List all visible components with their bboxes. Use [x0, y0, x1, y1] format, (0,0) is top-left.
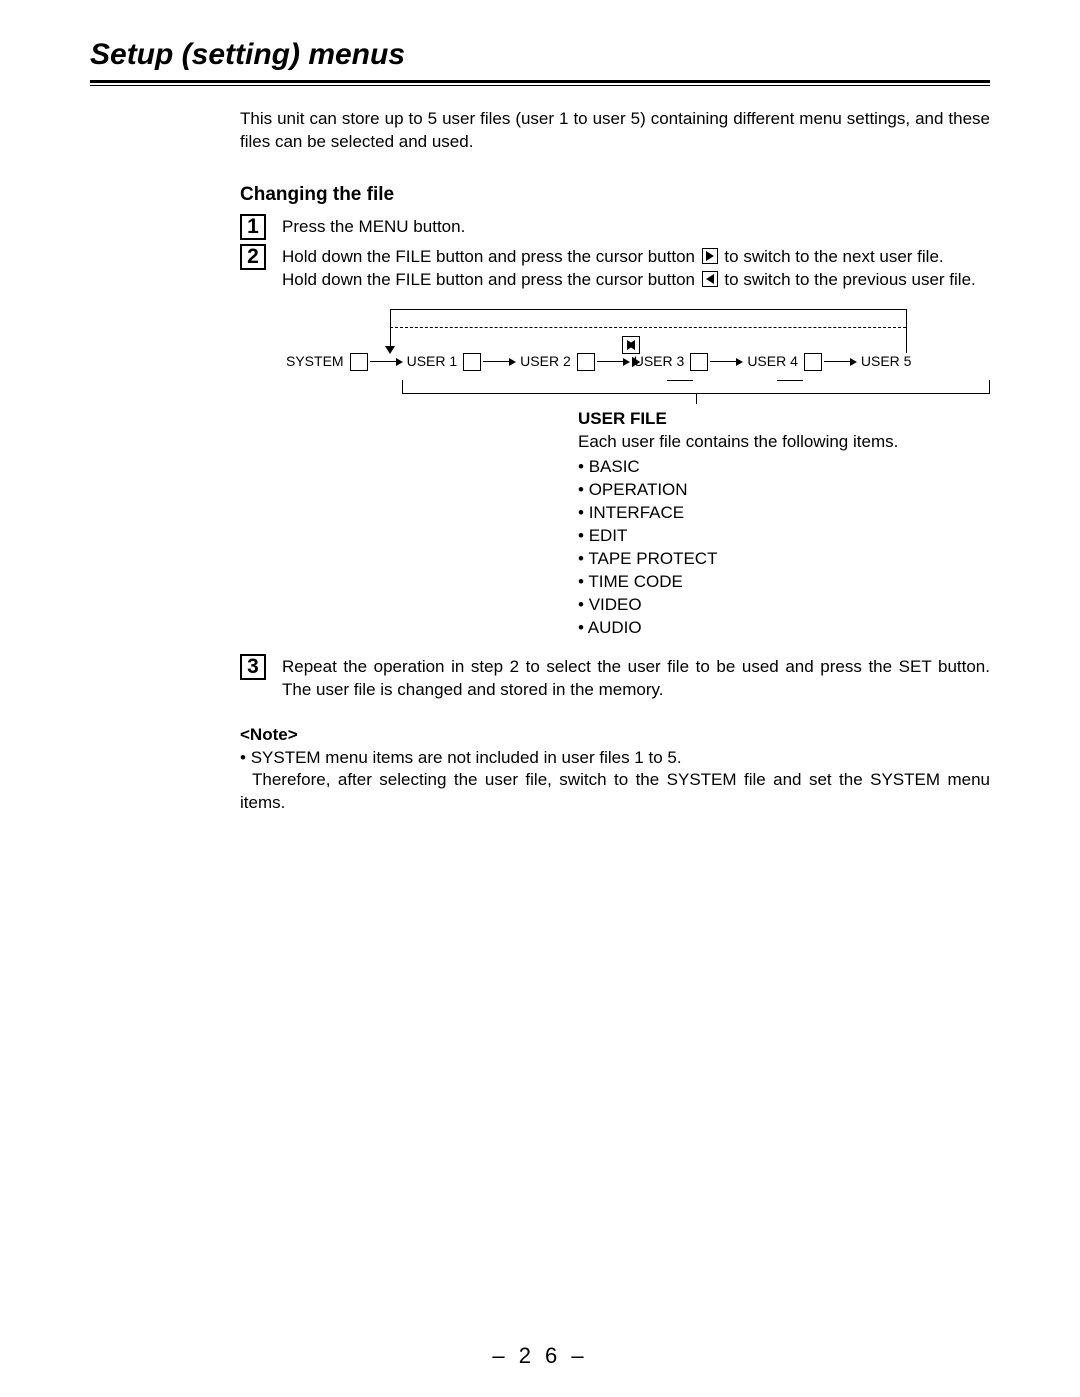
file-label-user3: USER 3 [634, 352, 685, 371]
rule-thick [90, 80, 990, 83]
item-basic: BASIC [578, 456, 990, 479]
step-number-2: 2 [240, 244, 266, 270]
step-3-text: Repeat the operation in step 2 to select… [282, 657, 990, 699]
arrow-icon [461, 352, 516, 371]
arrow-icon [802, 352, 857, 371]
user-file-title: USER FILE [578, 408, 990, 431]
step-2: 2 Hold down the FILE button and press th… [240, 246, 990, 292]
loop-left-vertical [390, 309, 391, 349]
note-heading: <Note> [240, 724, 990, 747]
step-1-text: Press the MENU button. [282, 217, 465, 236]
cursor-left-icon [702, 271, 718, 287]
loop-right-dash-vertical [906, 327, 907, 353]
step-3: 3 Repeat the operation in step 2 to sele… [240, 656, 990, 702]
section-title: Setup (setting) menus [90, 38, 990, 78]
item-audio: AUDIO [578, 617, 990, 640]
file-label-user1: USER 1 [407, 352, 458, 371]
cursor-right-icon [702, 248, 718, 264]
intro-text: This unit can store up to 5 user files (… [240, 108, 990, 154]
note-line-1: SYSTEM menu items are not included in us… [240, 748, 682, 767]
arrow-icon [688, 352, 743, 371]
content-block: This unit can store up to 5 user files (… [240, 108, 990, 815]
subheading: Changing the file [240, 182, 990, 208]
bracket-stem [696, 394, 697, 404]
file-label-system: SYSTEM [286, 352, 344, 371]
user-file-items: BASIC OPERATION INTERFACE EDIT TAPE PROT… [578, 456, 990, 640]
step-2a-pre: Hold down the FILE button and press the … [282, 247, 700, 266]
step-number-3: 3 [240, 654, 266, 680]
step-2b-post: to switch to the previous user file. [720, 270, 976, 289]
file-label-user5: USER 5 [861, 352, 912, 371]
page: Setup (setting) menus This unit can stor… [0, 0, 1080, 1397]
bracket-notch [777, 380, 803, 381]
bracket-notch [667, 380, 693, 381]
file-row: SYSTEM USER 1 USER 2 USER 3 USER 4 USER … [282, 352, 990, 371]
step-2a-post: to switch to the next user file. [720, 247, 944, 266]
step-2b-pre: Hold down the FILE button and press the … [282, 270, 700, 289]
note-body: SYSTEM menu items are not included in us… [240, 747, 990, 816]
file-switch-diagram: SYSTEM USER 1 USER 2 USER 3 USER 4 USER … [282, 300, 990, 390]
item-operation: OPERATION [578, 479, 990, 502]
loop-line-top [390, 309, 906, 310]
step-number-1: 1 [240, 214, 266, 240]
step-1: 1 Press the MENU button. [240, 216, 990, 239]
user-file-bracket [402, 380, 990, 394]
item-edit: EDIT [578, 525, 990, 548]
file-label-user4: USER 4 [747, 352, 798, 371]
page-number: – 2 6 – [0, 1343, 1080, 1369]
item-video: VIDEO [578, 594, 990, 617]
user-file-desc: Each user file contains the following it… [578, 431, 990, 454]
arrow-icon [575, 352, 630, 371]
item-tape-protect: TAPE PROTECT [578, 548, 990, 571]
user-file-block: USER FILE Each user file contains the fo… [578, 408, 990, 639]
note-line-2: Therefore, after selecting the user file… [240, 770, 990, 812]
item-interface: INTERFACE [578, 502, 990, 525]
file-label-user2: USER 2 [520, 352, 571, 371]
rule-thin [90, 85, 990, 86]
arrow-icon [348, 352, 403, 371]
loop-line-top-dashed [390, 327, 906, 328]
item-time-code: TIME CODE [578, 571, 990, 594]
